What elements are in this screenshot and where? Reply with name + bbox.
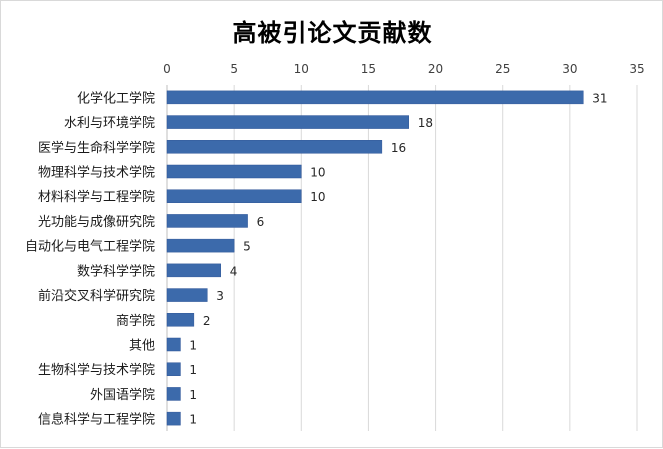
category-label: 化学化工学院 [77, 90, 155, 106]
chart-title: 高被引论文贡献数 [232, 18, 433, 47]
x-tick-label: 20 [428, 62, 443, 76]
x-tick-label: 10 [294, 62, 309, 76]
data-label: 1 [189, 339, 197, 353]
gridlines [233, 85, 638, 431]
bar [166, 263, 221, 278]
bar [166, 313, 195, 327]
bar [166, 214, 248, 228]
bars [166, 90, 584, 426]
category-label: 前沿交叉科学研究院 [38, 288, 155, 304]
category-label: 其他 [129, 339, 155, 354]
x-tick-label: 15 [361, 62, 376, 76]
category-label: 商学院 [116, 313, 155, 329]
x-tick-label: 30 [562, 62, 577, 76]
data-label: 3 [216, 289, 224, 303]
x-axis-ticks: 0 5 10 15 20 25 30 35 [163, 62, 644, 76]
bar [166, 362, 181, 376]
category-label: 生物科学与技术学院 [38, 362, 155, 378]
bar [166, 140, 383, 154]
category-label: 数学科学学院 [77, 263, 155, 279]
x-tick-label: 5 [230, 62, 238, 76]
bar [166, 387, 181, 401]
data-label: 18 [418, 116, 433, 130]
category-label: 光功能与成像研究院 [38, 215, 155, 230]
data-label: 31 [592, 91, 607, 105]
bar [166, 115, 409, 129]
x-tick-label: 35 [629, 62, 644, 76]
bar [166, 238, 235, 253]
data-label: 5 [243, 240, 251, 254]
bar [166, 411, 181, 426]
category-label: 物理科学与技术学院 [38, 165, 155, 181]
bar [166, 90, 584, 105]
data-label: 1 [189, 413, 197, 427]
data-label: 1 [189, 363, 197, 377]
category-label: 信息科学与工程学院 [38, 412, 155, 428]
category-label: 医学与生命科学学院 [38, 140, 155, 156]
data-label: 6 [257, 215, 265, 229]
bar [166, 288, 208, 302]
bar [166, 164, 302, 179]
category-label: 材料科学与工程学院 [38, 189, 155, 205]
data-label: 16 [391, 141, 406, 155]
x-tick-label: 25 [495, 62, 510, 76]
data-label: 10 [310, 190, 325, 204]
bar [166, 189, 302, 203]
data-label: 10 [310, 166, 325, 180]
data-label: 4 [230, 264, 238, 278]
category-label: 自动化与电气工程学院 [25, 239, 155, 255]
category-label: 水利与环境学院 [64, 115, 155, 131]
x-tick-label: 0 [163, 62, 171, 76]
category-labels: 化学化工学院水利与环境学院医学与生命科学学院物理科学与技术学院材料科学与工程学院… [25, 90, 155, 427]
data-label: 1 [189, 388, 197, 402]
bar [166, 337, 181, 352]
category-label: 外国语学院 [90, 387, 155, 403]
data-label: 2 [203, 314, 211, 328]
